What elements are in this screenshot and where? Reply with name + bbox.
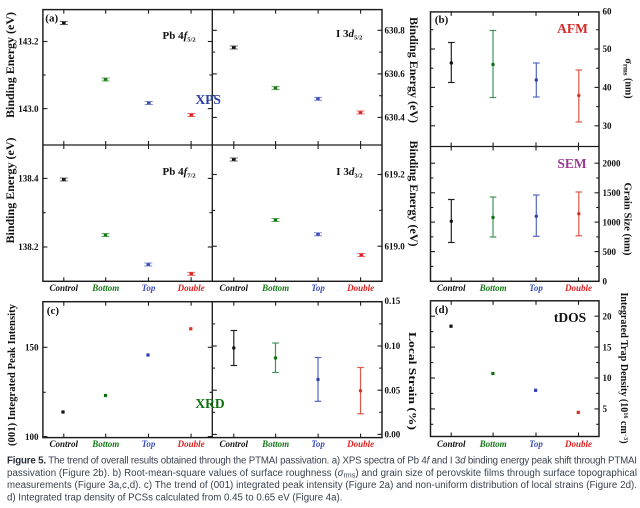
svg-text:143.2: 143.2	[18, 37, 39, 47]
svg-text:20: 20	[603, 311, 613, 321]
svg-text:Double: Double	[177, 283, 205, 293]
svg-text:Control: Control	[437, 283, 466, 293]
svg-text:Double: Double	[346, 283, 374, 293]
svg-text:Top: Top	[311, 439, 325, 449]
svg-text:500: 500	[603, 247, 617, 257]
svg-text:0.15: 0.15	[385, 296, 401, 306]
svg-text:Control: Control	[437, 439, 466, 449]
svg-text:Control: Control	[50, 283, 79, 293]
svg-text:150: 150	[25, 343, 39, 353]
svg-text:138.4: 138.4	[18, 174, 39, 184]
svg-text:AFM: AFM	[557, 21, 588, 36]
svg-text:(d): (d)	[435, 304, 449, 316]
svg-text:Local Strain (%): Local Strain (%)	[406, 332, 418, 430]
svg-text:0.05: 0.05	[385, 385, 401, 395]
svg-text:Double: Double	[177, 439, 205, 449]
svg-text:Top: Top	[529, 283, 543, 293]
svg-text:1000: 1000	[603, 217, 622, 227]
svg-text:Bottom: Bottom	[479, 439, 507, 449]
svg-text:5: 5	[603, 404, 608, 414]
svg-text:Binding Energy (eV): Binding Energy (eV)	[407, 17, 419, 123]
svg-text:Bottom: Bottom	[91, 283, 119, 293]
svg-text:Top: Top	[311, 283, 325, 293]
svg-text:SEM: SEM	[557, 156, 587, 171]
svg-text:Integrated Trap Density (1016: Integrated Trap Density (1016 cm−3)	[618, 292, 629, 443]
svg-text:(b): (b)	[435, 14, 449, 26]
svg-text:Binding Energy (eV): Binding Energy (eV)	[5, 137, 17, 243]
svg-text:1500: 1500	[603, 188, 622, 198]
svg-text:Control: Control	[220, 439, 249, 449]
svg-text:d) Integrated trap density of: d) Integrated trap density of PCSs calcu…	[7, 492, 342, 503]
svg-text:0: 0	[603, 277, 608, 287]
svg-text:138.2: 138.2	[18, 242, 39, 252]
svg-text:60: 60	[603, 7, 613, 17]
svg-text:(001) Integrated Peak Intensit: (001) Integrated Peak Intensity	[7, 303, 18, 446]
svg-text:10: 10	[603, 373, 613, 383]
svg-text:Double: Double	[564, 439, 592, 449]
svg-text:15: 15	[603, 342, 613, 352]
svg-text:Grain Size (nm): Grain Size (nm)	[622, 183, 633, 257]
svg-text:Top: Top	[529, 439, 543, 449]
svg-text:Double: Double	[564, 283, 592, 293]
svg-text:Bottom: Bottom	[261, 439, 289, 449]
svg-text:measurements (Figure 3a,c,d).: measurements (Figure 3a,c,d). c) The tre…	[7, 480, 637, 491]
svg-text:50: 50	[603, 44, 613, 54]
svg-text:2000: 2000	[603, 158, 622, 168]
svg-text:630.6: 630.6	[385, 69, 406, 79]
svg-text:Figure 5. The trend of overal: Figure 5. The trend of overall results o…	[7, 456, 637, 467]
svg-text:0.00: 0.00	[385, 430, 401, 440]
svg-text:passivation (Figure 2b). b) Ro: passivation (Figure 2b). b) Root-mean-sq…	[7, 468, 637, 480]
svg-text:XPS: XPS	[195, 92, 221, 107]
svg-text:143.0: 143.0	[18, 104, 39, 114]
svg-text:(c): (c)	[47, 305, 60, 317]
svg-text:619.0: 619.0	[385, 241, 406, 251]
svg-text:Control: Control	[220, 283, 249, 293]
svg-text:Top: Top	[142, 283, 156, 293]
svg-text:40: 40	[603, 83, 613, 93]
svg-text:Double: Double	[346, 439, 374, 449]
svg-text:630.8: 630.8	[385, 26, 406, 36]
svg-text:XRD: XRD	[195, 396, 224, 411]
svg-text:630.4: 630.4	[385, 113, 406, 123]
svg-text:100: 100	[25, 432, 39, 442]
svg-text:tDOS: tDOS	[554, 310, 586, 325]
svg-text:0.10: 0.10	[385, 341, 401, 351]
svg-text:Top: Top	[142, 439, 156, 449]
svg-text:Binding Energy (eV): Binding Energy (eV)	[5, 12, 17, 118]
svg-text:(a): (a)	[45, 13, 58, 25]
svg-text:Bottom: Bottom	[479, 283, 507, 293]
svg-text:Binding Energy (eV): Binding Energy (eV)	[407, 141, 419, 247]
svg-text:Bottom: Bottom	[261, 283, 289, 293]
svg-text:Bottom: Bottom	[91, 439, 119, 449]
svg-text:619.2: 619.2	[385, 170, 406, 180]
svg-text:30: 30	[603, 121, 613, 131]
svg-text:Control: Control	[50, 439, 79, 449]
